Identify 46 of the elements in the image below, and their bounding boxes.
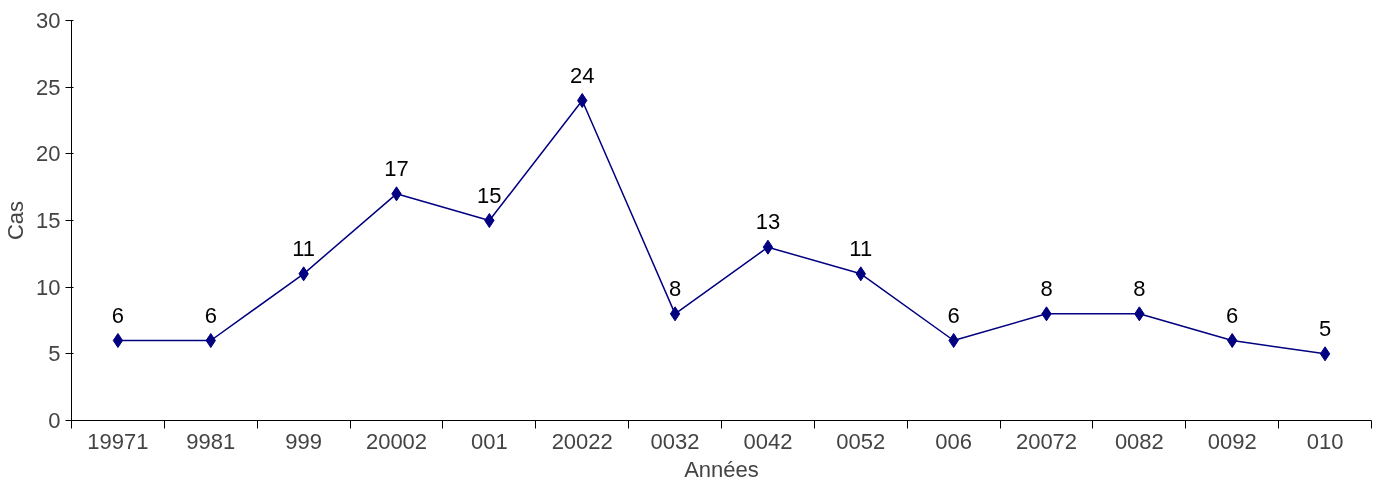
x-tick-label: 0052	[836, 428, 886, 454]
x-tick-label: 20002	[365, 428, 428, 454]
x-tick-label: 20072	[1015, 428, 1078, 454]
data-label: 6	[1226, 302, 1239, 328]
x-tick-label: 001	[471, 428, 508, 454]
y-tick-label: 5	[48, 341, 61, 367]
data-label: 17	[384, 155, 409, 181]
point	[112, 333, 124, 348]
data-label: 5	[1318, 315, 1332, 341]
data-label: 11	[849, 235, 873, 261]
point	[205, 333, 216, 348]
point	[1319, 346, 1331, 362]
data-label: 15	[477, 182, 502, 208]
y-tick-label: 15	[36, 208, 61, 233]
x-tick-label: 0092	[1207, 428, 1257, 454]
y-tick-label: 20	[36, 141, 61, 167]
point	[948, 333, 959, 348]
data-label: 8	[1133, 275, 1146, 301]
x-tick-label: 006	[935, 428, 973, 454]
x-axis-title: Années	[684, 456, 759, 482]
x-tick-label: 0032	[650, 428, 700, 454]
point	[577, 93, 588, 108]
x-tick-label: 999	[285, 428, 323, 454]
data-label: 13	[755, 209, 781, 235]
y-axis-title: Cas	[3, 200, 29, 241]
point	[1227, 333, 1238, 348]
y-tick-label: 25	[36, 74, 61, 100]
y-tick-label: 0	[48, 408, 61, 433]
data-label: 6	[204, 302, 217, 328]
data-label: 8	[668, 275, 682, 301]
point	[762, 239, 774, 255]
point	[484, 213, 495, 228]
x-tick-label: 9981	[186, 428, 236, 454]
x-tick-label: 20022	[551, 428, 613, 454]
point	[669, 306, 681, 322]
y-tick-label: 10	[36, 274, 61, 300]
x-tick-label: 0042	[743, 428, 793, 454]
data-label: 11	[292, 235, 316, 261]
x-tick-label: 0082	[1114, 428, 1164, 454]
data-label: 8	[1040, 275, 1053, 301]
x-tick-label: 19971	[87, 428, 149, 454]
x-tick-label: 010	[1306, 428, 1344, 454]
data-label: 6	[947, 302, 960, 328]
data-label: 6	[111, 302, 125, 328]
data-label: 24	[569, 62, 595, 88]
y-tick-label: 30	[36, 8, 61, 33]
